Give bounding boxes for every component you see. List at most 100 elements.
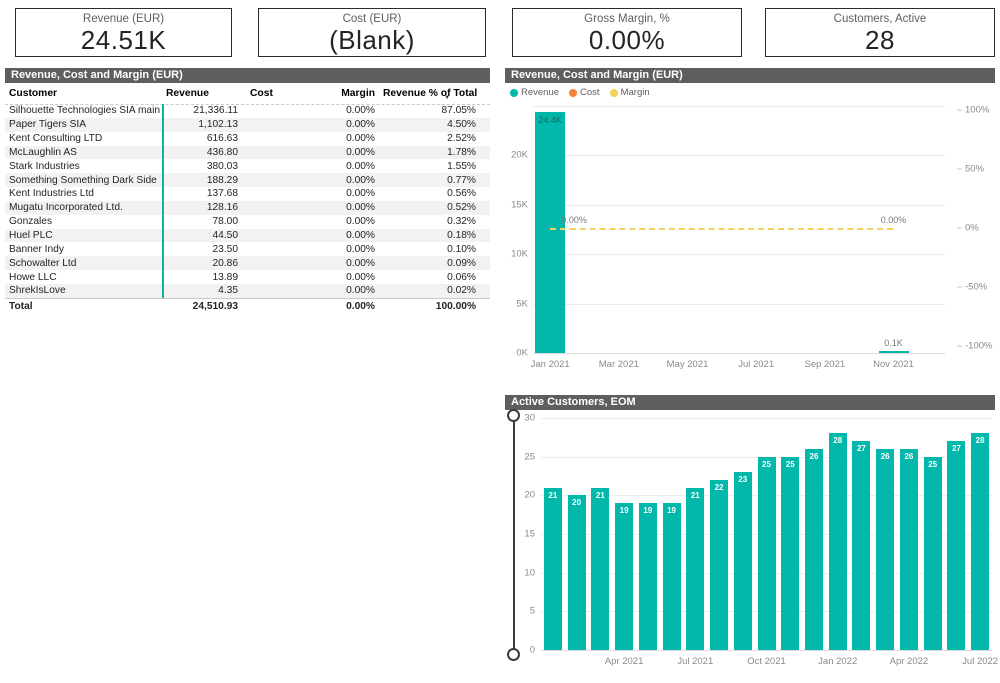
customer-count-bar[interactable] <box>804 448 823 650</box>
table-row[interactable]: Howe LLC 13.89 0.00% 0.06% <box>5 270 490 284</box>
legend-item-cost[interactable]: Cost <box>569 87 600 98</box>
right-axis-tick-mark <box>957 109 962 111</box>
column-header-revenue-pct[interactable]: Revenue % of Total ▼ <box>383 88 478 101</box>
x-axis-tick-label: Apr 2021 <box>604 656 644 667</box>
bar-value-label: 26 <box>880 451 890 461</box>
customer-count-bar[interactable] <box>733 472 752 650</box>
right-axis-tick-label: 100% <box>965 104 990 116</box>
column-separator-line <box>162 104 164 298</box>
cell-revenue: 128.16 <box>206 202 238 214</box>
legend-item-margin[interactable]: Margin <box>609 87 650 98</box>
customer-count-bar[interactable] <box>710 479 729 650</box>
kpi-label: Gross Margin, % <box>584 13 670 25</box>
gridline <box>533 303 945 305</box>
table-total-row: Total 24,510.93 0.00% 100.00% <box>5 298 490 314</box>
bar-value-label: 28 <box>833 436 843 446</box>
cell-customer: Banner Indy <box>9 243 64 255</box>
customer-count-bar[interactable] <box>567 495 586 650</box>
cell-customer: Paper Tigers SIA <box>9 119 87 131</box>
cell-margin: 0.00% <box>346 146 375 158</box>
customer-count-bar[interactable] <box>947 441 966 650</box>
cell-revenue: 137.68 <box>206 188 238 200</box>
revenue-cost-margin-chart: Revenue, Cost and Margin (EUR) Revenue C… <box>505 68 995 378</box>
cell-pct: 4.50% <box>447 119 476 131</box>
cell-margin: 0.00% <box>346 160 375 172</box>
bar-value-label: 25 <box>928 459 938 469</box>
table-row[interactable]: Mugatu Incorporated Ltd. 128.16 0.00% 0.52% <box>5 200 490 215</box>
revenue-bar[interactable] <box>878 351 909 353</box>
customer-count-bar[interactable] <box>638 503 657 650</box>
table-row[interactable]: ShrekIsLove 4.35 0.00% 0.02% <box>5 283 490 298</box>
legend-item-revenue[interactable]: Revenue <box>510 87 559 98</box>
cell-margin: 0.00% <box>346 243 375 255</box>
customer-count-bar[interactable] <box>591 487 610 650</box>
table-row[interactable]: Kent Consulting LTD 616.63 0.00% 2.52% <box>5 132 490 146</box>
customer-count-bar[interactable] <box>543 487 562 650</box>
revenue-bar[interactable] <box>535 111 566 353</box>
customer-count-bar[interactable] <box>971 433 990 650</box>
panel-title-bar: Active Customers, EOM <box>505 395 995 410</box>
table-row[interactable]: Stark Industries 380.03 0.00% 1.55% <box>5 159 490 173</box>
cell-revenue: 13.89 <box>212 271 239 283</box>
x-axis-tick-label: Jul 2021 <box>677 656 714 667</box>
table-row[interactable]: McLaughlin AS 436.80 0.00% 1.78% <box>5 145 490 160</box>
x-axis-tick-label: Jan 2022 <box>818 656 858 667</box>
customer-count-bar[interactable] <box>662 503 681 650</box>
chart-legend: Revenue Cost Margin <box>510 87 650 98</box>
cell-margin: 0.00% <box>346 216 375 228</box>
table-row[interactable]: Kent Industries Ltd 137.68 0.00% 0.56% <box>5 187 490 201</box>
y-axis-tick-label: 5 <box>529 605 535 617</box>
column-header-margin[interactable]: Margin <box>341 88 375 99</box>
cell-revenue: 44.50 <box>212 230 239 242</box>
panel-title: Active Customers, EOM <box>511 396 636 408</box>
customer-count-bar[interactable] <box>686 487 705 650</box>
cell-customer: Mugatu Incorporated Ltd. <box>9 202 123 214</box>
customer-count-bar[interactable] <box>852 441 871 650</box>
bar-value-label: 20 <box>572 498 582 508</box>
cell-customer: Kent Industries Ltd <box>9 188 94 200</box>
bar-value-label: 27 <box>951 444 961 454</box>
customer-count-bar[interactable] <box>615 503 634 650</box>
cell-pct: 0.52% <box>447 202 476 214</box>
y-axis-tick-label: 15K <box>511 199 528 211</box>
zoom-slider-handle-top[interactable] <box>507 409 520 422</box>
table-row[interactable]: Paper Tigers SIA 1,102.13 0.00% 4.50% <box>5 117 490 132</box>
customer-count-bar[interactable] <box>757 456 776 650</box>
column-header-revenue[interactable]: Revenue <box>166 88 209 99</box>
column-header-cost[interactable]: Cost <box>250 88 273 99</box>
cell-pct: 0.09% <box>447 257 476 269</box>
bar-value-label: 26 <box>809 451 819 461</box>
table-body: Silhouette Technologies SIA main 21,336.1… <box>5 104 490 298</box>
table-row[interactable]: Silhouette Technologies SIA main 21,336.1… <box>5 104 490 118</box>
table-row[interactable]: Schowalter Ltd 20.86 0.00% 0.09% <box>5 256 490 271</box>
kpi-label: Cost (EUR) <box>342 13 402 25</box>
total-revenue: 24,510.93 <box>192 301 238 312</box>
cell-revenue: 188.29 <box>206 174 238 186</box>
x-axis-tick-label: Nov 2021 <box>873 359 914 370</box>
customer-count-bar[interactable] <box>876 448 895 650</box>
cell-revenue: 4.35 <box>218 285 238 297</box>
bar-value-label: 23 <box>738 475 748 485</box>
customer-count-bar[interactable] <box>923 456 942 650</box>
cell-customer: Stark Industries <box>9 160 80 172</box>
table-header-row: Customer Revenue Cost Margin Revenue % o… <box>5 83 490 105</box>
cell-customer: Something Something Dark Side <box>9 174 157 186</box>
right-axis-tick-label: 0% <box>965 222 979 234</box>
table-row[interactable]: Gonzales 78.00 0.00% 0.32% <box>5 215 490 229</box>
panel-title: Revenue, Cost and Margin (EUR) <box>11 69 183 81</box>
zoom-slider-track[interactable] <box>513 415 515 655</box>
table-row[interactable]: Something Something Dark Side 188.29 0.00%… <box>5 173 490 188</box>
bar-value-label: 21 <box>548 490 558 500</box>
bar-value-label: 0.1K <box>884 338 903 348</box>
table-row[interactable]: Huel PLC 44.50 0.00% 0.18% <box>5 228 490 243</box>
customer-count-bar[interactable] <box>899 448 918 650</box>
customer-count-bar[interactable] <box>781 456 800 650</box>
customer-count-bar[interactable] <box>828 433 847 650</box>
y-axis-tick-label: 0 <box>529 644 535 656</box>
table-panel: Revenue, Cost and Margin (EUR) Customer … <box>5 68 490 316</box>
total-margin: 0.00% <box>346 301 375 312</box>
table-row[interactable]: Banner Indy 23.50 0.00% 0.10% <box>5 242 490 256</box>
zoom-slider-handle-bottom[interactable] <box>507 648 520 661</box>
column-header-customer[interactable]: Customer <box>9 88 58 99</box>
bar-value-label: 25 <box>785 459 795 469</box>
